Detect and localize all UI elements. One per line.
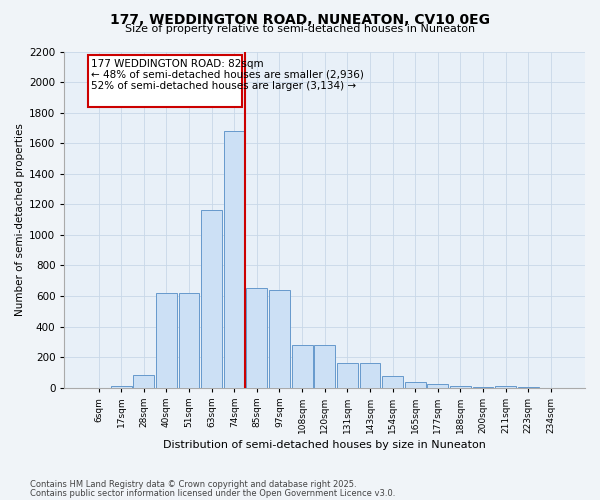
Bar	[133, 376, 154, 388]
Text: 177, WEDDINGTON ROAD, NUNEATON, CV10 0EG: 177, WEDDINGTON ROAD, NUNEATON, CV10 0EG	[110, 12, 490, 26]
FancyBboxPatch shape	[88, 54, 242, 106]
Bar	[518, 387, 539, 388]
Bar	[495, 386, 516, 388]
Bar	[337, 363, 358, 388]
Bar	[247, 288, 267, 388]
Y-axis label: Number of semi-detached properties: Number of semi-detached properties	[15, 123, 25, 316]
Bar	[111, 386, 131, 388]
Bar	[201, 210, 222, 388]
X-axis label: Distribution of semi-detached houses by size in Nuneaton: Distribution of semi-detached houses by …	[163, 440, 486, 450]
Text: Size of property relative to semi-detached houses in Nuneaton: Size of property relative to semi-detach…	[125, 24, 475, 34]
Text: 177 WEDDINGTON ROAD: 82sqm: 177 WEDDINGTON ROAD: 82sqm	[91, 59, 263, 69]
Bar	[314, 345, 335, 388]
Bar	[382, 376, 403, 388]
Text: Contains public sector information licensed under the Open Government Licence v3: Contains public sector information licen…	[30, 488, 395, 498]
Bar	[427, 384, 448, 388]
Bar	[405, 382, 425, 388]
Text: 52% of semi-detached houses are larger (3,134) →: 52% of semi-detached houses are larger (…	[91, 80, 356, 90]
Bar	[473, 387, 493, 388]
Text: Contains HM Land Registry data © Crown copyright and database right 2025.: Contains HM Land Registry data © Crown c…	[30, 480, 356, 489]
Bar	[269, 290, 290, 388]
Text: ← 48% of semi-detached houses are smaller (2,936): ← 48% of semi-detached houses are smalle…	[91, 70, 364, 80]
Bar	[156, 293, 177, 388]
Bar	[224, 131, 245, 388]
Bar	[179, 293, 199, 388]
Bar	[359, 363, 380, 388]
Bar	[450, 386, 471, 388]
Bar	[292, 345, 313, 388]
